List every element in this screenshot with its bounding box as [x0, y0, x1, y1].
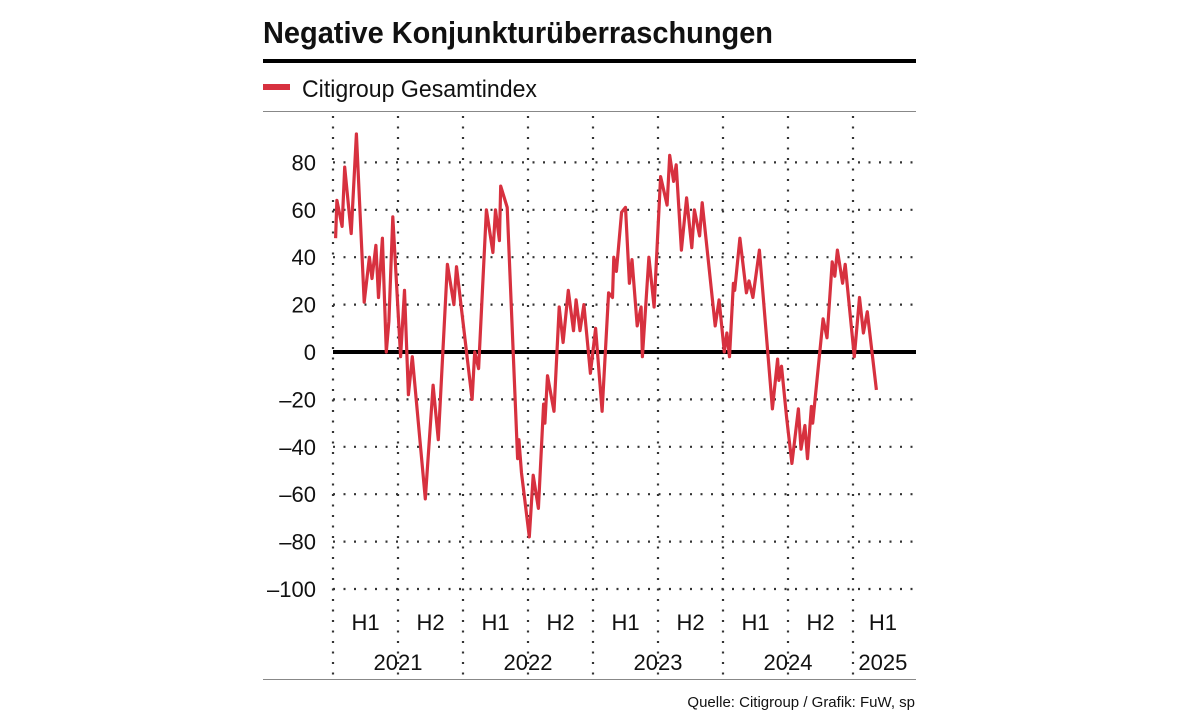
y-tick-label: 0 [304, 340, 316, 365]
y-tick-label: –100 [267, 577, 316, 602]
y-tick-label: 40 [292, 245, 316, 270]
y-tick-label: –60 [279, 482, 316, 507]
x-tick-half-year: H1 [351, 610, 379, 635]
x-tick-half-year: H1 [869, 610, 897, 635]
x-tick-year: 2023 [634, 650, 683, 675]
y-axis: 80 60 40 20 0 –20 –40 –60 –80 –100 [267, 150, 316, 602]
y-tick-label: 60 [292, 198, 316, 223]
x-tick-year: 2021 [374, 650, 423, 675]
x-tick-half-year: H2 [416, 610, 444, 635]
x-tick-half-year: H1 [611, 610, 639, 635]
x-tick-year: 2025 [858, 650, 907, 675]
x-tick-half-year: H1 [481, 610, 509, 635]
x-axis: H1 H2 H1 H2 H1 H2 H1 H2 H1 2021 2022 2023 2024 2025 [351, 610, 907, 675]
series-line-citigroup-gesamtindex [334, 132, 878, 539]
y-tick-label: –20 [279, 387, 316, 412]
zero-line [333, 350, 916, 354]
y-tick-label: 80 [292, 150, 316, 175]
grid [331, 116, 916, 678]
chart-title: Negative Konjunkturüberraschungen [263, 15, 773, 50]
legend-rule [263, 111, 916, 112]
source-note: Quelle: Citigroup / Grafik: FuW, sp [687, 694, 915, 711]
legend-label: Citigroup Gesamtindex [302, 76, 537, 103]
x-tick-year: 2022 [504, 650, 553, 675]
y-tick-label: –40 [279, 435, 316, 460]
x-tick-half-year: H2 [676, 610, 704, 635]
y-tick-label: 20 [292, 293, 316, 318]
x-tick-half-year: H2 [806, 610, 834, 635]
title-rule [263, 59, 916, 63]
x-tick-year: 2024 [764, 650, 813, 675]
x-tick-half-year: H2 [546, 610, 574, 635]
x-tick-half-year: H1 [741, 610, 769, 635]
legend-swatch [263, 84, 290, 90]
y-tick-label: –80 [279, 530, 316, 555]
bottom-rule [263, 679, 916, 680]
